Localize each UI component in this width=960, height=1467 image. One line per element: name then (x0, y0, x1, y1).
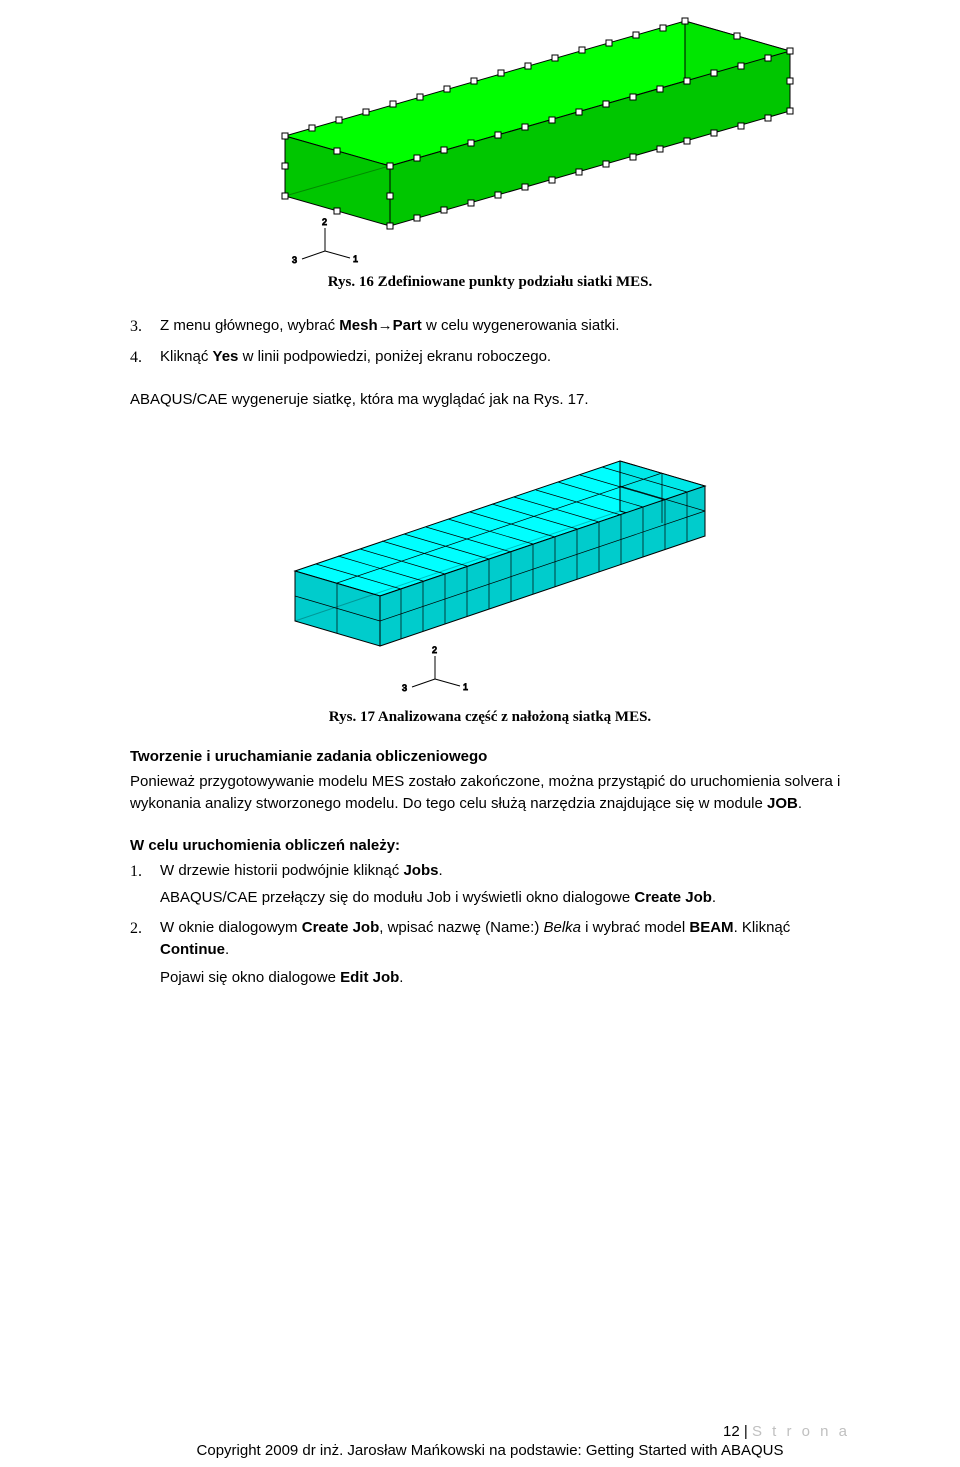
page-number: 12 | S t r o n a (130, 1423, 850, 1440)
axis-1-label: 1 (463, 682, 468, 692)
text: W drzewie historii podwójnie kliknąć (160, 862, 403, 879)
text: i wybrać model (581, 919, 689, 936)
text: w linii podpowiedzi, poniżej ekranu robo… (238, 348, 551, 365)
axis-2-label: 2 (432, 645, 437, 655)
list-1: 3. Z menu głównego, wybrać Mesh→Part w c… (130, 315, 850, 369)
section-heading: Tworzenie i uruchamianie zadania oblicze… (130, 748, 850, 765)
paragraph: ABAQUS/CAE wygeneruje siatkę, która ma w… (130, 389, 850, 411)
figure-1-svg: 1 2 3 (170, 6, 810, 266)
figure-2-caption: Rys. 17 Analizowana część z nałożoną sia… (130, 709, 850, 726)
list-item: 4. Kliknąć Yes w linii podpowiedzi, poni… (130, 346, 850, 369)
text: . (399, 969, 403, 986)
copyright-text: Copyright 2009 dr inż. Jarosław Mańkowsk… (130, 1442, 850, 1459)
italic-text: Belka (543, 919, 581, 936)
text: W oknie dialogowym (160, 919, 302, 936)
text: , wpisać nazwę (Name:) (379, 919, 543, 936)
bold-text: JOB (767, 795, 798, 812)
list-2: 1. W drzewie historii podwójnie kliknąć … (130, 860, 850, 989)
list-item: 1. W drzewie historii podwójnie kliknąć … (130, 860, 850, 910)
text: ABAQUS/CAE przełączy się do modułu Job i… (160, 889, 634, 906)
text: . (712, 889, 716, 906)
bold-text: Create Job (634, 889, 712, 906)
sub-heading: W celu uruchomienia obliczeń należy: (130, 837, 850, 854)
text: Ponieważ przygotowywanie modelu MES zost… (130, 773, 840, 812)
text: w celu wygenerowania siatki. (422, 317, 620, 334)
bold-text: Jobs (403, 862, 438, 879)
text: Z menu głównego, wybrać (160, 317, 339, 334)
page-word: S t r o n a (752, 1423, 850, 1440)
list-item: 2. W oknie dialogowym Create Job, wpisać… (130, 917, 850, 988)
axis-3-label: 3 (402, 683, 407, 693)
bold-text: BEAM (689, 919, 733, 936)
text: . (798, 795, 802, 812)
axis-1-label: 1 (353, 254, 358, 264)
page-footer: 12 | S t r o n a Copyright 2009 dr inż. … (0, 1423, 960, 1459)
axis-2-label: 2 (322, 217, 327, 227)
page-num-value: 12 | (723, 1423, 752, 1440)
bold-text: Part (393, 317, 422, 334)
axis-3-label: 3 (292, 255, 297, 265)
text: . (225, 941, 229, 958)
bold-text: Continue (160, 941, 225, 958)
text: . (438, 862, 442, 879)
bold-text: Create Job (302, 919, 380, 936)
item-marker: 1. (130, 860, 160, 910)
paragraph: Ponieważ przygotowywanie modelu MES zost… (130, 771, 850, 815)
item-marker: 4. (130, 346, 160, 369)
text: Pojawi się okno dialogowe (160, 969, 340, 986)
figure-1-caption: Rys. 16 Zdefiniowane punkty podziału sia… (130, 274, 850, 291)
item-marker: 2. (130, 917, 160, 988)
bold-text: Mesh (339, 317, 377, 334)
text: Kliknąć (160, 348, 213, 365)
bold-text: Yes (213, 348, 239, 365)
bold-text: Edit Job (340, 969, 399, 986)
text: . Kliknąć (734, 919, 791, 936)
arrow-icon: → (378, 317, 393, 334)
figure-2-svg: 1 2 3 (230, 441, 750, 701)
item-marker: 3. (130, 315, 160, 338)
figure-2: 1 2 3 Rys. 17 Analizowana część z nałożo… (130, 441, 850, 726)
list-item: 3. Z menu głównego, wybrać Mesh→Part w c… (130, 315, 850, 338)
figure-1: 1 2 3 Rys. 16 Zdefiniowane punkty podzia… (130, 0, 850, 291)
